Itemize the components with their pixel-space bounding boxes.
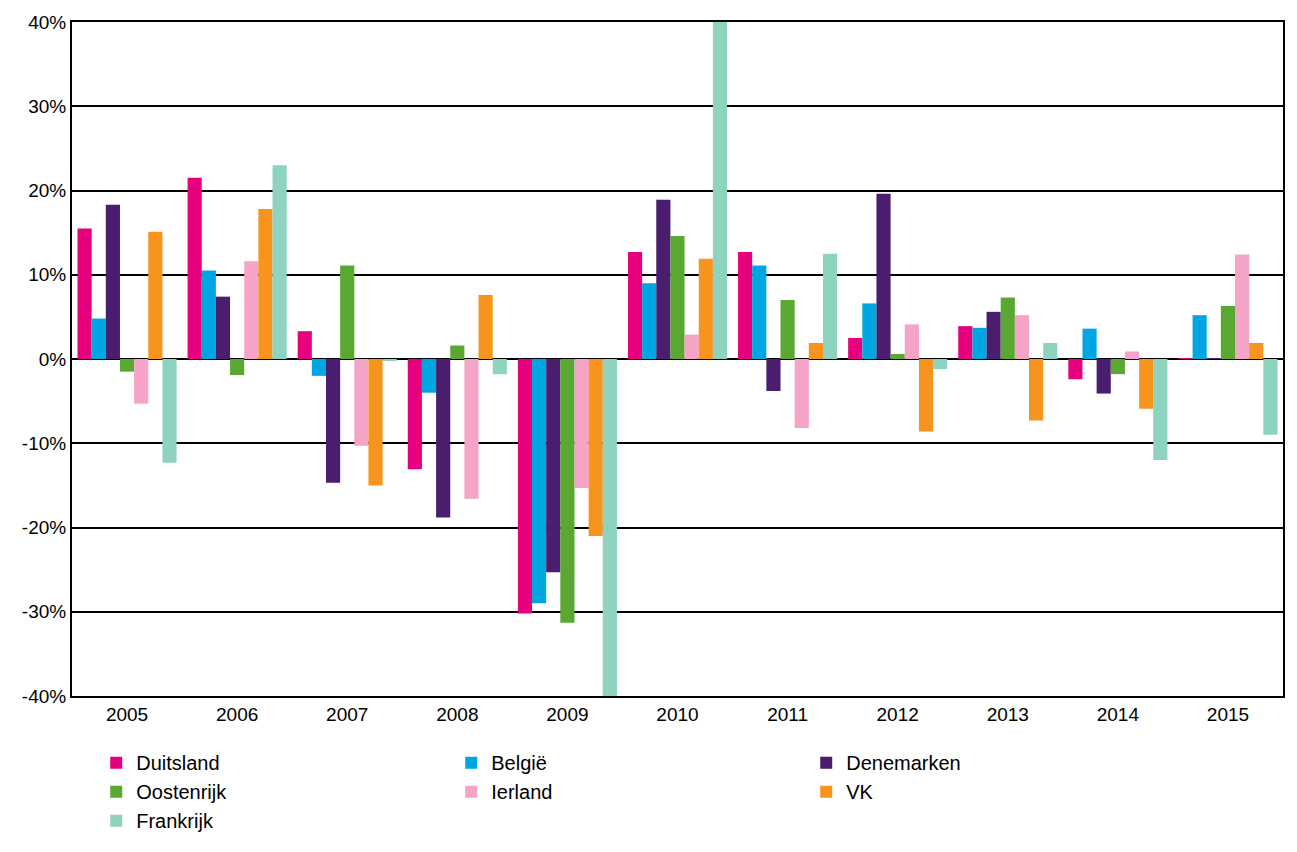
svg-text:-20%: -20% (22, 517, 66, 538)
svg-text:Oostenrijk: Oostenrijk (136, 781, 227, 803)
svg-text:2010: 2010 (656, 704, 698, 725)
svg-text:-10%: -10% (22, 433, 66, 454)
svg-text:-30%: -30% (22, 601, 66, 622)
svg-text:30%: 30% (28, 96, 66, 117)
svg-text:2008: 2008 (436, 704, 478, 725)
svg-text:2005: 2005 (106, 704, 148, 725)
svg-text:20%: 20% (28, 180, 66, 201)
svg-text:2007: 2007 (326, 704, 368, 725)
svg-text:2012: 2012 (877, 704, 919, 725)
svg-text:2006: 2006 (216, 704, 258, 725)
svg-text:0%: 0% (39, 349, 67, 370)
svg-text:2013: 2013 (987, 704, 1029, 725)
svg-text:Ierland: Ierland (491, 781, 552, 803)
svg-text:2015: 2015 (1207, 704, 1249, 725)
svg-text:2009: 2009 (546, 704, 588, 725)
svg-text:40%: 40% (28, 12, 66, 33)
svg-text:Duitsland: Duitsland (136, 752, 219, 774)
svg-text:Denemarken: Denemarken (846, 752, 961, 774)
svg-text:België: België (491, 752, 547, 774)
svg-text:2014: 2014 (1097, 704, 1140, 725)
svg-text:VK: VK (846, 781, 873, 803)
svg-text:10%: 10% (28, 264, 66, 285)
svg-text:2011: 2011 (767, 704, 808, 725)
svg-text:Frankrijk: Frankrijk (136, 810, 214, 832)
svg-text:-40%: -40% (22, 686, 66, 707)
